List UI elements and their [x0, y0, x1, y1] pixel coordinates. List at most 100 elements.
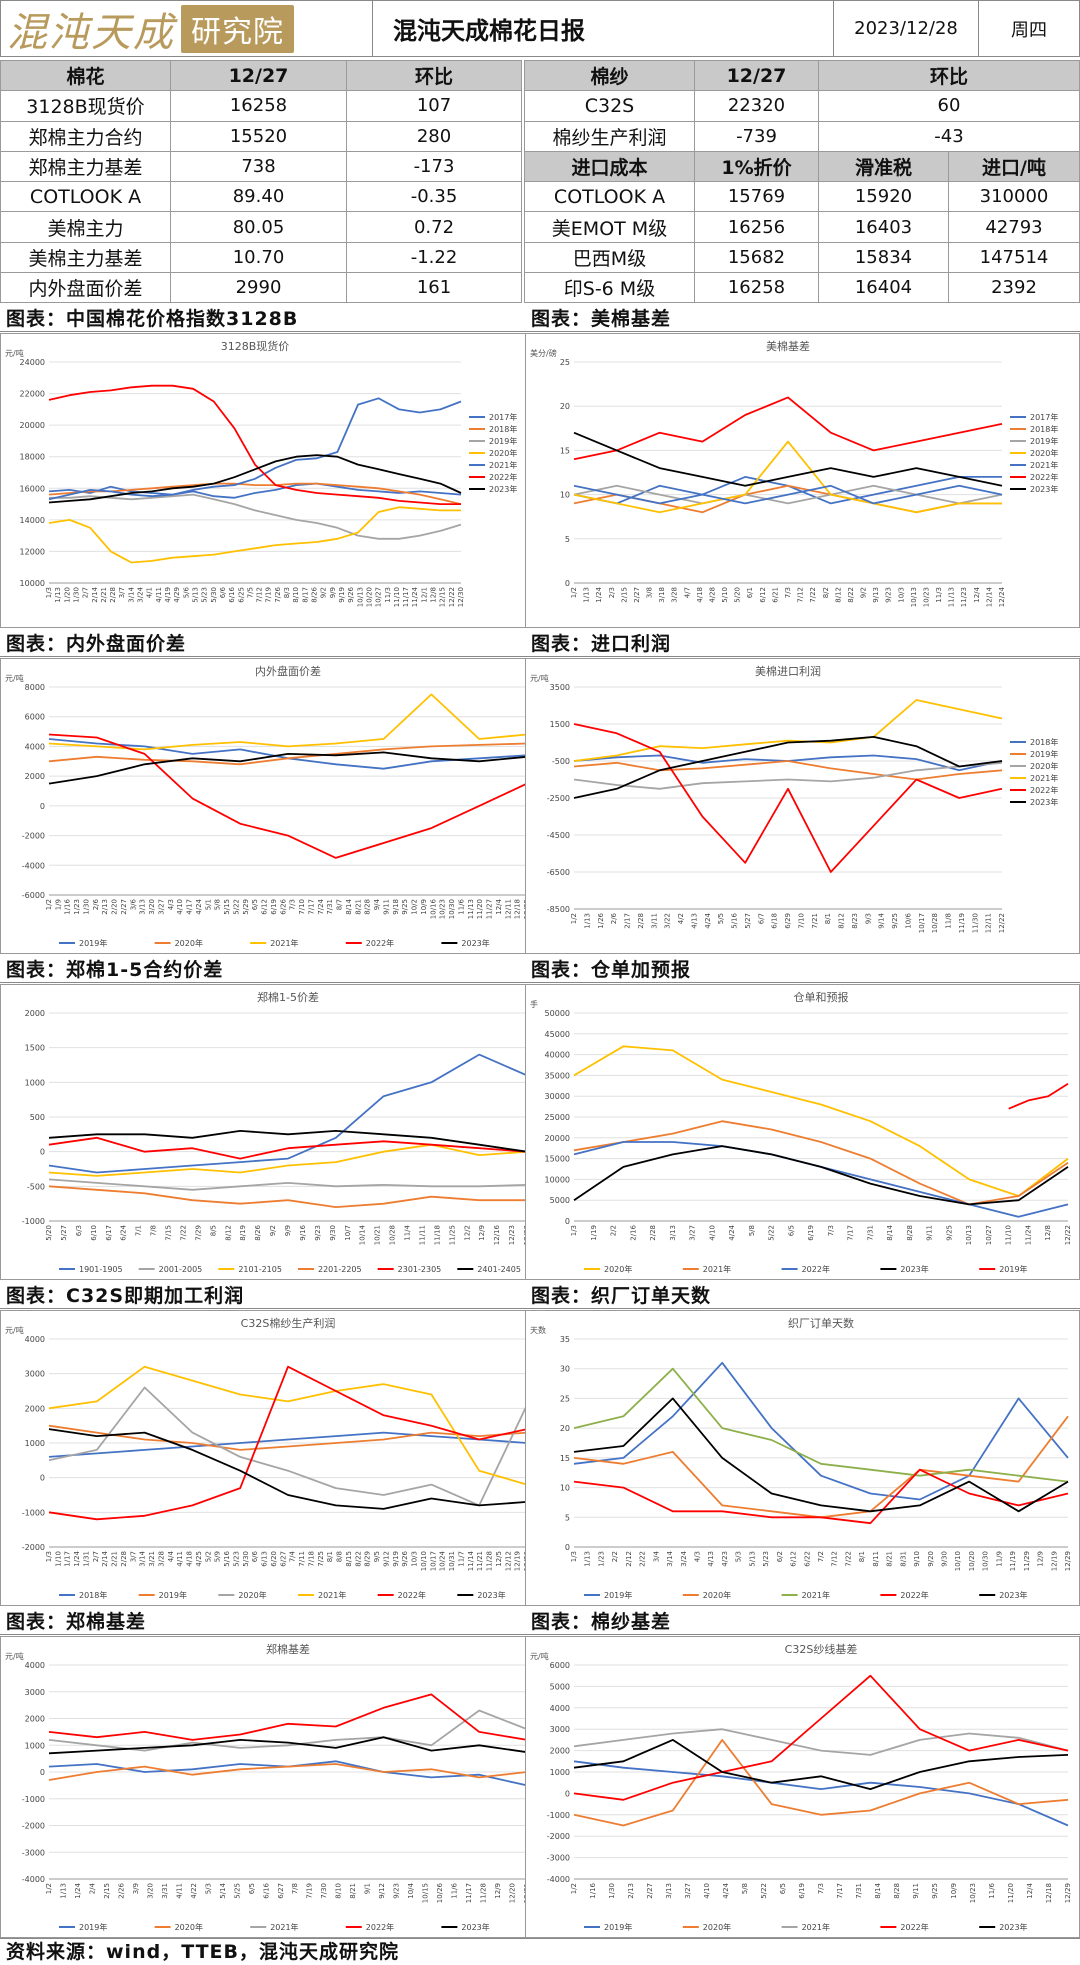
x-tick-label: 6/27 — [279, 1551, 287, 1567]
x-tick-label: 9/19 — [338, 587, 346, 603]
x-tick-label: 10/3 — [897, 587, 905, 603]
y-tick-label: 20 — [560, 1424, 570, 1433]
y-tick-label: 50000 — [545, 1009, 570, 1018]
x-tick-label: 3/13 — [139, 899, 147, 915]
x-tick-label: 5/15 — [223, 899, 231, 915]
chart-title: C32S纱线基差 — [785, 1642, 858, 1656]
table-row: 郑棉主力基差 738 -173 — [0, 150, 522, 183]
x-tick-label: 9/2 — [269, 1225, 277, 1236]
row-value: 738 — [170, 150, 347, 183]
series-line — [48, 1386, 528, 1507]
x-tick-label: 6/22 — [803, 1551, 811, 1567]
report-title: 混沌天成棉花日报 — [373, 1, 834, 56]
x-tick-label: 5/22 — [768, 1225, 776, 1241]
x-tick-label: 9/23 — [393, 1883, 401, 1899]
x-tick-label: 1/30 — [82, 899, 90, 915]
series-line — [48, 1365, 528, 1521]
x-tick-label: 10/4 — [407, 1882, 415, 1898]
legend-label: 2019年 — [79, 938, 107, 948]
x-tick-label: 2/12 — [625, 1551, 633, 1567]
series-line — [573, 1145, 1069, 1206]
x-tick-label: 7/17 — [847, 1225, 855, 1241]
x-tick-label: 11/7 — [457, 1551, 465, 1567]
x-tick-label: 8/3 — [283, 587, 291, 598]
x-tick-label: 4/29 — [173, 587, 181, 603]
x-tick-label: 11/6 — [451, 1882, 459, 1898]
x-tick-label: 5/22 — [232, 899, 240, 915]
legend-label: 2021年 — [703, 1264, 731, 1274]
x-tick-label: 8/5 — [209, 1225, 217, 1236]
x-tick-label: 1/13 — [583, 913, 591, 929]
x-tick-label: 10/31 — [448, 1551, 456, 1571]
chart-title: 美棉进口利润 — [755, 664, 821, 678]
x-tick-label: 12/9 — [478, 1225, 486, 1241]
series-line — [48, 1431, 528, 1458]
x-tick-label: 9/1 — [364, 1883, 372, 1894]
x-tick-label: 3/6 — [129, 898, 137, 910]
x-tick-label: 10/15 — [422, 1883, 430, 1903]
x-tick-label: 5/3 — [204, 1883, 212, 1894]
x-tick-label: 5/25 — [233, 1883, 241, 1899]
x-tick-label: 7/5 — [246, 587, 254, 598]
x-tick-label: 3/27 — [157, 899, 165, 915]
x-tick-label: 7/22 — [844, 1551, 852, 1567]
x-tick-label: 2/13 — [101, 899, 109, 915]
series-line — [573, 484, 1003, 505]
series-line — [48, 397, 462, 501]
x-tick-label: 10/24 — [439, 1550, 447, 1571]
legend-label: 2020年 — [703, 1590, 731, 1600]
x-tick-label: 4/10 — [703, 1883, 711, 1899]
x-tick-label: 8/14 — [874, 1882, 882, 1898]
x-tick-label: 10/28 — [389, 1225, 397, 1245]
brand-name: 混沌天成 — [7, 9, 175, 56]
x-tick-label: 3/22 — [664, 913, 672, 929]
series-line — [48, 1428, 528, 1510]
panel-title: 图表：棉纱基差 — [525, 1609, 1080, 1635]
x-tick-label: 4/24 — [704, 912, 712, 928]
x-tick-label: 12/22 — [998, 913, 1006, 933]
legend-label: 2020年 — [489, 448, 517, 458]
legend-label: 2018年 — [1030, 424, 1058, 434]
series-line — [573, 1728, 1069, 1756]
legend-label: 2021年 — [318, 1590, 346, 1600]
legend-label: 2023年 — [489, 484, 517, 494]
x-tick-label: 9/30 — [329, 1225, 337, 1241]
chart-body: 郑棉基差 元/吨 -4000 -3000 -2000 -1000 0 1000 2000 3000… — [0, 1636, 540, 1938]
x-tick-label: 6/12 — [759, 587, 767, 603]
x-tick-label: 8/2 — [822, 587, 830, 598]
y-tick-label: 3000 — [25, 1370, 45, 1379]
x-tick-label: 3/9 — [132, 1883, 140, 1894]
legend-label: 2023年 — [461, 1922, 489, 1932]
y-tick-label: 0 — [565, 579, 570, 588]
x-tick-label: 8/15 — [345, 1551, 353, 1567]
source-footer: 资料来源：wind，TTEB，混沌天成研究院 — [0, 1938, 1080, 1965]
x-tick-label: 6/26 — [279, 898, 287, 914]
table-header-cell: 进口/吨 — [948, 150, 1080, 183]
x-tick-label: 1/9 — [54, 899, 62, 910]
y-tick-label: 20 — [560, 402, 570, 411]
row-value: 16403 — [818, 211, 949, 243]
x-tick-label: 7/30 — [320, 1883, 328, 1899]
x-tick-label: 1/3 — [570, 1551, 578, 1562]
x-tick-label: 4/25 — [195, 1551, 203, 1567]
x-tick-label: 11/3 — [935, 587, 943, 603]
panel-title: 图表：仓单加预报 — [525, 957, 1080, 983]
x-tick-label: 6/6 — [219, 586, 227, 598]
legend-label: 2017年 — [1030, 412, 1058, 422]
x-tick-label: 5/13 — [191, 587, 199, 603]
x-tick-label: 9/12 — [378, 1883, 386, 1899]
x-tick-label: 10/3 — [411, 1551, 419, 1567]
y-tick-label: 15000 — [545, 1155, 570, 1164]
chart-svg: 郑棉1-5价差 -1000 -500 0 500 1000 1500 2000 5/20 5/27… — [22, 990, 531, 1274]
y-tick-label: 10000 — [20, 579, 45, 588]
row-value: 15920 — [818, 181, 949, 213]
table-header-cell: 12/27 — [170, 59, 347, 92]
x-tick-label: 2/2 — [610, 1225, 618, 1236]
x-tick-label: 12/18 — [1045, 1883, 1053, 1903]
x-tick-label: 1/30 — [72, 587, 80, 603]
x-tick-label: 6/6 — [251, 1550, 259, 1562]
x-tick-label: 12/4 — [973, 586, 981, 602]
y-tick-label: -500 — [552, 757, 570, 766]
y-tick-label: -2500 — [547, 794, 570, 803]
